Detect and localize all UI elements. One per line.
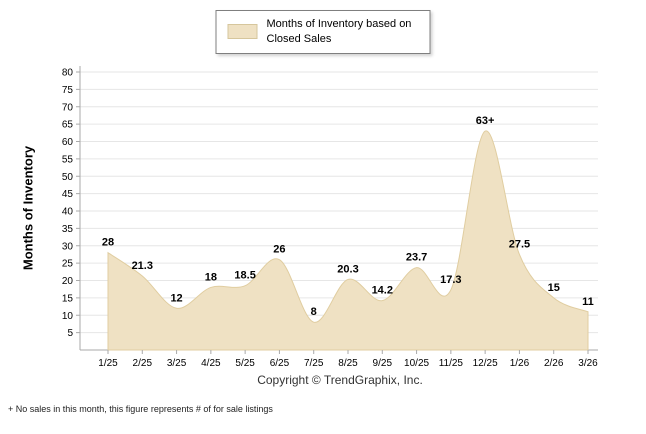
svg-text:40: 40 — [62, 207, 74, 218]
point-labels: 28 21.3 12 18 18.5 26 8 20.3 14.2 23.7 17.3 63+ 27.5… — [102, 115, 594, 318]
svg-text:17.3: 17.3 — [440, 274, 461, 286]
svg-text:50: 50 — [62, 172, 74, 183]
chart-legend: Months of Inventory based on Closed Sale… — [215, 10, 431, 54]
svg-text:5: 5 — [67, 328, 73, 339]
svg-text:14.2: 14.2 — [372, 285, 393, 297]
svg-text:27.5: 27.5 — [509, 238, 530, 250]
svg-text:3/26: 3/26 — [578, 358, 598, 369]
svg-text:45: 45 — [62, 189, 74, 200]
svg-text:8: 8 — [311, 306, 317, 318]
svg-text:2/26: 2/26 — [544, 358, 564, 369]
svg-text:25: 25 — [62, 259, 74, 270]
svg-text:23.7: 23.7 — [406, 252, 427, 264]
svg-text:21.3: 21.3 — [132, 260, 153, 272]
svg-text:12/25: 12/25 — [473, 358, 498, 369]
svg-text:26: 26 — [273, 244, 285, 256]
svg-text:15: 15 — [62, 293, 74, 304]
svg-text:5/25: 5/25 — [235, 358, 255, 369]
y-axis-labels: 5 10 15 20 25 30 35 40 45 50 55 60 65 70 75 80 — [62, 68, 80, 339]
svg-text:4/25: 4/25 — [201, 358, 221, 369]
area-series — [107, 130, 589, 351]
svg-text:2/25: 2/25 — [133, 358, 153, 369]
svg-text:80: 80 — [62, 68, 74, 79]
svg-text:1/26: 1/26 — [510, 358, 530, 369]
svg-text:18.5: 18.5 — [234, 270, 255, 282]
svg-text:35: 35 — [62, 224, 74, 235]
svg-text:18: 18 — [205, 271, 217, 283]
svg-text:9/25: 9/25 — [373, 358, 393, 369]
svg-text:15: 15 — [548, 282, 560, 294]
svg-text:28: 28 — [102, 237, 114, 249]
svg-text:70: 70 — [62, 102, 74, 113]
svg-text:10/25: 10/25 — [404, 358, 429, 369]
svg-text:7/25: 7/25 — [304, 358, 324, 369]
svg-text:10: 10 — [62, 311, 74, 322]
copyright-text: Copyright © TrendGraphix, Inc. — [257, 373, 423, 387]
svg-text:20.3: 20.3 — [337, 263, 358, 275]
svg-text:12: 12 — [170, 292, 182, 304]
svg-text:11/25: 11/25 — [439, 358, 464, 369]
svg-text:30: 30 — [62, 241, 74, 252]
svg-text:20: 20 — [62, 276, 74, 287]
svg-text:75: 75 — [62, 85, 74, 96]
svg-text:11: 11 — [582, 296, 594, 308]
legend-swatch-icon — [227, 24, 258, 40]
svg-text:60: 60 — [62, 137, 74, 148]
x-axis-labels: 1/25 2/25 3/25 4/25 5/25 6/25 7/25 8/25 9/25 10/2… — [98, 350, 598, 369]
svg-text:63+: 63+ — [476, 115, 495, 127]
svg-text:55: 55 — [62, 154, 74, 165]
svg-text:3/25: 3/25 — [167, 358, 187, 369]
svg-text:8/25: 8/25 — [338, 358, 358, 369]
legend-label: Months of Inventory based on Closed Sale… — [266, 18, 412, 45]
svg-text:65: 65 — [62, 120, 74, 131]
svg-text:6/25: 6/25 — [270, 358, 290, 369]
svg-text:1/25: 1/25 — [98, 358, 118, 369]
footnote-text: + No sales in this month, this figure re… — [8, 404, 273, 414]
